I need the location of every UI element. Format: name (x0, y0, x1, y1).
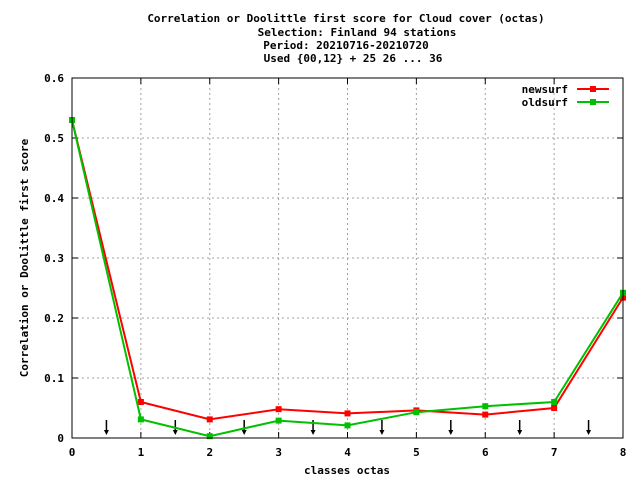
y-tick-label: 0.6 (44, 72, 64, 85)
class-arrow-head (103, 430, 109, 435)
x-tick-label: 7 (551, 446, 558, 459)
data-series (69, 117, 626, 440)
data-point-oldsurf (551, 399, 558, 405)
class-arrow (448, 420, 454, 435)
data-point-newsurf (206, 416, 213, 423)
class-arrow-head (517, 430, 523, 435)
data-point-oldsurf (413, 409, 420, 416)
x-tick-label: 3 (275, 446, 282, 459)
legend-entry-newsurf: newsurf (522, 83, 609, 96)
data-point-oldsurf (206, 433, 213, 440)
class-arrow (103, 420, 109, 435)
class-arrows (103, 420, 592, 435)
y-tick-label: 0.5 (44, 132, 64, 145)
class-arrow (241, 420, 247, 435)
y-tick-label: 0.4 (44, 192, 64, 205)
data-point-newsurf (482, 411, 489, 418)
class-arrow (586, 420, 592, 435)
x-tick-label: 2 (206, 446, 213, 459)
chart-title: Correlation or Doolittle first score for… (147, 12, 544, 65)
plot-frame (71, 77, 624, 439)
axis-ticks: 0 0.1 0.2 0.3 0.4 0.5 0.6 0 1 2 3 4 5 6 7 8 (44, 72, 626, 459)
class-arrow (517, 420, 523, 435)
data-point-newsurf (137, 399, 144, 405)
class-arrow-head (586, 430, 592, 435)
data-point-newsurf (551, 405, 558, 411)
class-arrow-head (172, 430, 178, 435)
legend-marker (590, 99, 596, 105)
legend-label: oldsurf (522, 96, 568, 109)
y-tick-label: 0.1 (44, 372, 64, 385)
data-point-newsurf (275, 406, 282, 413)
x-tick-label: 5 (413, 446, 420, 459)
class-arrow-head (310, 430, 316, 435)
y-tick-label: 0.3 (44, 252, 64, 265)
grid-lines (72, 78, 623, 438)
title-line-4: Used {00,12} + 25 26 ... 36 (264, 52, 443, 65)
y-axis-label: Correlation or Doolittle first score (18, 138, 31, 377)
data-point-oldsurf (482, 403, 489, 410)
legend-entry-oldsurf: oldsurf (522, 96, 609, 109)
class-arrow-head (241, 430, 247, 435)
data-point-oldsurf (137, 416, 144, 423)
x-tick-label: 4 (344, 446, 351, 459)
x-tick-label: 1 (138, 446, 145, 459)
class-arrow-head (379, 430, 385, 435)
title-line-1: Correlation or Doolittle first score for… (147, 12, 544, 25)
data-point-oldsurf (275, 417, 282, 424)
x-tick-label: 0 (69, 446, 76, 459)
class-arrow-head (448, 430, 454, 435)
y-tick-label: 0 (57, 432, 64, 445)
x-axis-label: classes octas (304, 464, 390, 477)
y-tick-label: 0.2 (44, 312, 64, 325)
legend-marker (590, 86, 596, 92)
x-tick-label: 6 (482, 446, 489, 459)
class-arrow (379, 420, 385, 435)
legend-label: newsurf (522, 83, 568, 96)
data-point-oldsurf (344, 422, 351, 429)
title-line-2: Selection: Finland 94 stations (258, 26, 457, 39)
class-arrow (172, 420, 178, 435)
x-tick-label: 8 (620, 446, 627, 459)
title-line-3: Period: 20210716-20210720 (263, 39, 429, 52)
data-point-newsurf (344, 410, 351, 417)
